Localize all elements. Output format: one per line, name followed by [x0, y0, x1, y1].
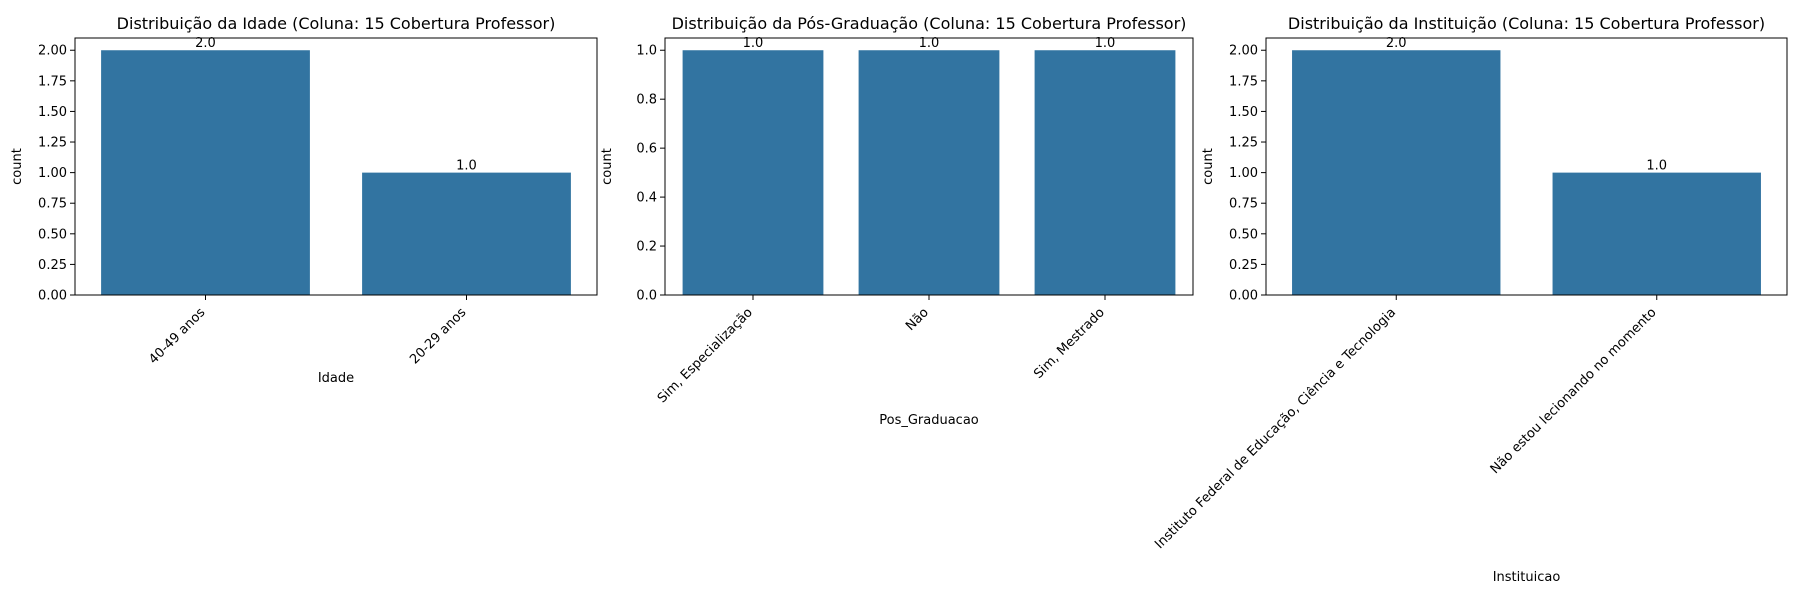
bar-value-label: 1.0: [1095, 36, 1116, 51]
x-tick-label: Sim, Mestrado: [1031, 305, 1108, 382]
chart-panel-1: Distribuição da Idade (Coluna: 15 Cobert…: [10, 14, 598, 386]
bar-value-label: 1.0: [1646, 159, 1667, 174]
chart-title: Distribuição da Pós-Graduação (Coluna: 1…: [672, 14, 1187, 33]
bar: [682, 50, 824, 295]
bar-value-label: 1.0: [456, 159, 477, 174]
y-tick-label: 0.75: [1229, 197, 1258, 212]
y-tick-label: 0.50: [38, 227, 67, 242]
x-axis-label: Instituicao: [1493, 570, 1561, 585]
y-tick-label: 0.0: [636, 289, 657, 304]
x-tick-label: 40-49 anos: [146, 305, 208, 367]
y-tick-label: 2.00: [1229, 44, 1258, 59]
y-tick-label: 0.2: [636, 240, 657, 255]
y-tick-label: 1.25: [1229, 136, 1258, 151]
bar: [1292, 50, 1501, 295]
bar: [858, 50, 1000, 295]
y-tick-label: 1.50: [38, 105, 67, 120]
bar-value-label: 2.0: [195, 36, 216, 51]
chart-title: Distribuição da Idade (Coluna: 15 Cobert…: [117, 14, 556, 33]
x-axis-label: Idade: [318, 371, 354, 386]
y-tick-label: 1.75: [38, 74, 67, 89]
y-tick-label: 1.50: [1229, 105, 1258, 120]
y-tick-label: 0.25: [1229, 258, 1258, 273]
y-tick-label: 0.75: [38, 197, 67, 212]
x-axis-label: Pos_Graduacao: [879, 413, 979, 428]
bar: [1034, 50, 1176, 295]
axes-frame: [1265, 37, 1788, 296]
y-axis-label: count: [600, 148, 615, 185]
bar-value-label: 1.0: [919, 36, 940, 51]
chart-panel-2: Distribuição da Pós-Graduação (Coluna: 1…: [600, 14, 1194, 428]
y-tick-label: 1.0: [636, 44, 657, 59]
axes-frame: [664, 37, 1194, 296]
x-tick-label: Sim, Especialização: [655, 305, 756, 406]
y-tick-label: 0.6: [636, 142, 657, 157]
y-axis-label: count: [10, 148, 25, 185]
axes-frame: [74, 37, 598, 296]
x-tick-label: 20-29 anos: [407, 305, 469, 367]
bar-value-label: 1.0: [743, 36, 764, 51]
y-axis-label: count: [1201, 148, 1216, 185]
y-tick-label: 0.4: [636, 191, 657, 206]
y-tick-label: 1.25: [38, 136, 67, 151]
x-tick-label: Não estou lecionando no momento: [1488, 305, 1660, 477]
y-tick-label: 0.00: [38, 289, 67, 304]
y-tick-label: 1.00: [38, 166, 67, 181]
chart-title: Distribuição da Instituição (Coluna: 15 …: [1288, 14, 1765, 33]
y-tick-label: 0.25: [38, 258, 67, 273]
y-tick-label: 0.00: [1229, 289, 1258, 304]
x-tick-label: Instituto Federal de Educação, Ciência e…: [1152, 305, 1399, 552]
y-tick-label: 0.8: [636, 93, 657, 108]
y-tick-label: 0.50: [1229, 227, 1258, 242]
y-tick-label: 1.00: [1229, 166, 1258, 181]
y-tick-label: 1.75: [1229, 74, 1258, 89]
bar-value-label: 2.0: [1386, 36, 1407, 51]
chart-panel-3: Distribuição da Instituição (Coluna: 15 …: [1152, 14, 1788, 585]
bar: [101, 50, 310, 295]
x-tick-label: Não: [903, 305, 932, 334]
y-tick-label: 2.00: [38, 44, 67, 59]
bar: [1552, 172, 1761, 295]
bar: [362, 172, 571, 295]
